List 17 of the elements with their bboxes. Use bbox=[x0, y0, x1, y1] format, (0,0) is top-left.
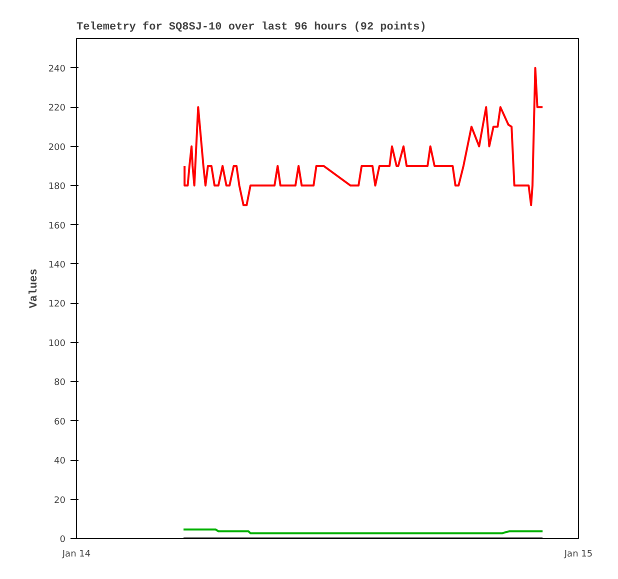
y-axis-title: Values bbox=[28, 268, 40, 308]
y-tick-label: 80 bbox=[54, 378, 66, 388]
y-tick-label: 200 bbox=[48, 142, 66, 153]
y-tick-label: 240 bbox=[48, 64, 66, 74]
x-tick-label: Jan 14 bbox=[61, 550, 91, 560]
y-tick-label: 40 bbox=[54, 456, 66, 467]
y-tick-label: 120 bbox=[48, 300, 66, 310]
y-tick-label: 60 bbox=[54, 417, 66, 428]
y-tick-label: 140 bbox=[48, 260, 66, 270]
y-tick-label: 160 bbox=[48, 221, 66, 232]
y-tick-label: 20 bbox=[54, 496, 66, 506]
y-tick-label: 0 bbox=[60, 535, 66, 545]
chart-title: Telemetry for SQ8SJ-10 over last 96 hours (92 points) bbox=[76, 20, 426, 34]
x-tick-label: Jan 15 bbox=[563, 550, 593, 560]
y-tick-label: 220 bbox=[48, 104, 66, 114]
y-tick-label: 180 bbox=[48, 182, 66, 192]
y-tick-label: 100 bbox=[48, 338, 66, 349]
